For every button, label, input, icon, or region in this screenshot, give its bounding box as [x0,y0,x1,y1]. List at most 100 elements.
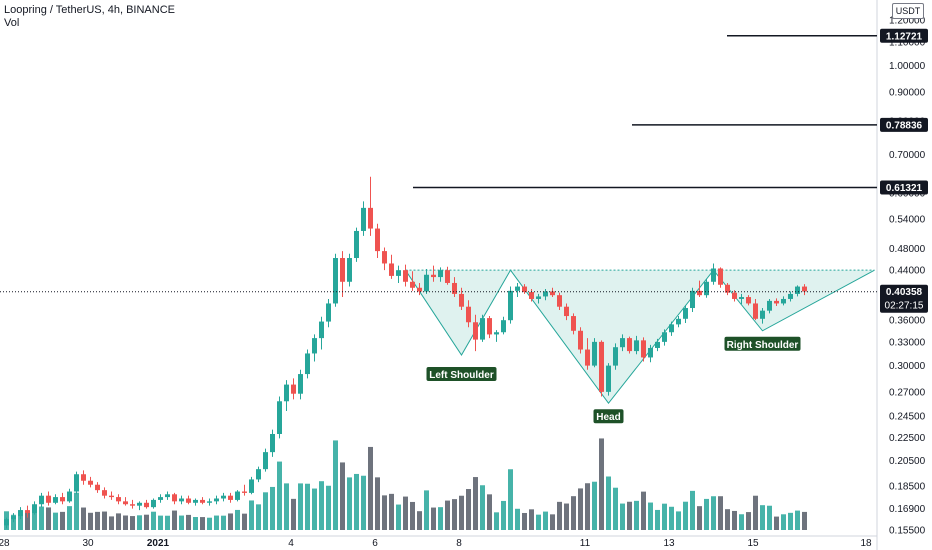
candle-body [207,501,212,503]
y-tick-label: 1.00000 [889,61,926,72]
candle-body [340,258,345,282]
candle-body [95,484,100,491]
candle-body [774,300,779,304]
x-tick-label: 15 [747,538,759,549]
volume-bar [151,511,156,530]
candle-body [67,491,72,502]
volume-bar [39,506,44,530]
candle-body [228,495,233,500]
volume-bar [417,511,422,530]
volume-bar [487,494,492,530]
volume-bar [746,512,751,530]
candle-body [424,274,429,292]
candle-body [669,324,674,333]
y-tick-label: 1.10000 [889,37,926,48]
candle-body [648,347,653,358]
candle-body [501,320,506,333]
candle-body [277,401,282,434]
volume-label: Vol [4,17,20,29]
candle-body [172,494,177,502]
volume-bar [592,481,597,530]
candle-body [431,274,436,278]
volume-bar [697,506,702,530]
y-tick-label: 0.36000 [889,316,926,327]
candle-body [81,474,86,481]
candle-body [291,384,296,394]
volume-bar [207,517,212,530]
volume-bar [242,513,247,530]
candle-body [263,452,268,470]
volume-bar [739,514,744,530]
candle-body [585,349,590,366]
candle-body [116,497,121,502]
level-price-label: 0.61321 [886,183,923,194]
candle-body [200,499,205,503]
volume-bar [130,516,135,530]
candle-body [529,292,534,299]
y-tick-label: 0.24500 [889,412,926,423]
right-shoulder-label: Right Shoulder [727,340,799,351]
candle-body [760,310,765,319]
head-label: Head [596,412,620,423]
candle-body [137,502,142,506]
current-price-tag [880,284,928,313]
candle-body [543,291,548,297]
volume-bar [753,495,758,530]
candle-body [718,268,723,285]
candle-body [557,295,562,307]
candle-body [480,318,485,340]
candle-body [452,282,457,294]
volume-bar [319,481,324,530]
candle-body [396,270,401,276]
candle-body [25,510,30,514]
candle-body [487,318,492,335]
volume-bar [725,509,730,530]
volume-bar [536,514,541,530]
volume-bar [522,512,527,530]
candle-body [270,433,275,453]
y-tick-label: 1.20000 [889,16,926,27]
candle-body [165,494,170,498]
volume-bar [480,485,485,530]
volume-bar [424,490,429,530]
x-tick-label: 6 [372,538,378,549]
volume-bar [760,505,765,530]
volume-bar [445,500,450,530]
candle-body [4,519,9,526]
volume-bar [613,487,618,530]
candle-body [466,306,471,323]
candle-body [235,491,240,500]
volume-bar [305,483,310,530]
candle-body [690,290,695,309]
volume-bar [501,500,506,530]
x-tick-label: 13 [663,538,675,549]
candle-body [305,353,310,375]
volume-bar [515,508,520,530]
candle-body [564,306,569,317]
volume-bar [410,501,415,530]
candle-body [417,287,422,292]
volume-bar [81,507,86,530]
x-tick-label: 18 [860,538,872,549]
candle-body [151,499,156,508]
candle-body [697,290,702,296]
currency-unit-badge[interactable]: USDT [892,3,924,19]
candle-body [725,284,730,293]
candle-body [410,281,415,288]
candle-body [515,286,520,291]
volume-bar [494,512,499,530]
volume-bar [235,509,240,530]
candle-body [319,321,324,339]
volume-bar [221,515,226,530]
volume-bar [585,483,590,530]
volume-bar [109,516,114,530]
candle-body [333,258,338,304]
x-tick-label: 28 [0,538,10,549]
volume-bar [25,511,30,530]
volume-bar [95,511,100,530]
volume-bar [333,440,338,530]
candle-body [39,495,44,505]
candle-body [522,286,527,293]
volume-bar [438,507,443,530]
